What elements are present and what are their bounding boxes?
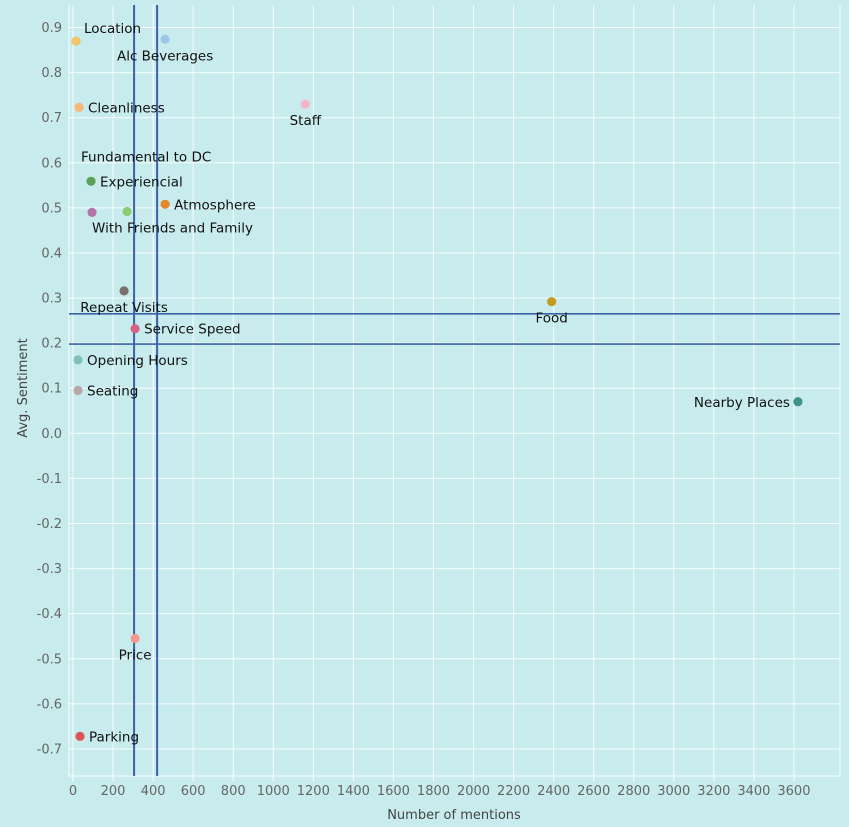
x-tick-label: 1200 (297, 784, 330, 799)
y-tick-label: -0.2 (37, 517, 62, 532)
y-tick-label: -0.5 (37, 652, 62, 667)
x-tick-label: 3400 (737, 784, 770, 799)
data-point (793, 397, 803, 407)
data-label: With Friends and Family (92, 220, 253, 236)
x-tick-label: 2000 (457, 784, 490, 799)
x-tick-label: 400 (141, 784, 166, 799)
data-points (71, 34, 803, 741)
y-tick-label: -0.1 (37, 472, 62, 487)
data-label: Fundamental to DC (81, 149, 211, 165)
y-tick-label: 0.8 (41, 66, 62, 81)
data-label: Cleanliness (88, 100, 165, 116)
x-tick-label: 800 (221, 784, 246, 799)
data-label: Food (535, 311, 567, 327)
data-point (160, 199, 170, 209)
data-label: Staff (290, 113, 322, 129)
data-point (130, 633, 140, 644)
reference-lines (69, 5, 840, 776)
data-point (547, 297, 557, 307)
data-label: Service Speed (144, 322, 241, 338)
y-tick-label: 0.9 (41, 21, 62, 36)
x-tick-label: 1600 (377, 784, 410, 799)
x-tick-label: 1800 (417, 784, 450, 799)
x-tick-label: 1400 (337, 784, 370, 799)
y-axis-title: Avg. Sentiment (16, 338, 31, 438)
x-tick-label: 600 (181, 784, 206, 799)
x-tick-label: 3200 (697, 784, 730, 799)
x-tick-label: 2800 (617, 784, 650, 799)
data-label: Nearby Places (694, 395, 790, 411)
y-tick-label: -0.7 (37, 742, 62, 757)
data-label: Price (119, 647, 152, 663)
data-point (73, 385, 83, 396)
data-label: Alc Beverages (117, 48, 213, 64)
data-point (119, 286, 129, 296)
x-tick-label: 3000 (657, 784, 690, 799)
data-point (75, 731, 85, 741)
data-labels: Location Alc Beverages Cleanliness Staff Fun… (80, 21, 790, 745)
x-axis-title: Number of mentions (387, 808, 521, 823)
data-label: Seating (87, 384, 138, 400)
y-tick-label: 0.2 (41, 337, 62, 352)
data-point (73, 355, 83, 365)
data-point (74, 102, 84, 112)
data-label: Experiencial (100, 174, 183, 190)
data-point (130, 324, 140, 334)
data-point (122, 206, 132, 217)
data-label: Opening Hours (87, 353, 188, 369)
data-point (86, 176, 96, 186)
data-label: Atmosphere (174, 197, 256, 213)
x-tick-label: 1000 (257, 784, 290, 799)
y-tick-label: 0.5 (41, 201, 62, 216)
x-tick-label: 0 (69, 784, 77, 799)
y-tick-label: 0.0 (41, 427, 62, 442)
data-point (71, 36, 81, 46)
y-tick-label: -0.4 (37, 607, 62, 622)
data-label: Repeat Visits (80, 300, 168, 316)
data-label: Location (84, 21, 141, 37)
data-label: Parking (89, 729, 139, 745)
y-tick-label: 0.3 (41, 292, 62, 307)
x-tick-label: 2400 (537, 784, 570, 799)
y-tick-label: -0.3 (37, 562, 62, 577)
x-tick-label: 2600 (577, 784, 610, 799)
y-tick-label: 0.6 (41, 156, 62, 171)
data-point (300, 99, 310, 109)
x-tick-label: 200 (101, 784, 126, 799)
y-tick-label: 0.1 (41, 382, 62, 397)
y-tick-label: -0.6 (37, 697, 62, 712)
y-tick-label: 0.4 (41, 246, 62, 261)
grid (68, 5, 841, 777)
y-tick-label: 0.7 (41, 111, 62, 126)
x-tick-label: 3600 (777, 784, 810, 799)
x-tick-label: 2200 (497, 784, 530, 799)
data-point (87, 207, 97, 218)
axes: 0 200 400 600 800 1000 1200 1400 1600 1800 2000 220… (37, 21, 811, 799)
data-point (160, 34, 170, 44)
